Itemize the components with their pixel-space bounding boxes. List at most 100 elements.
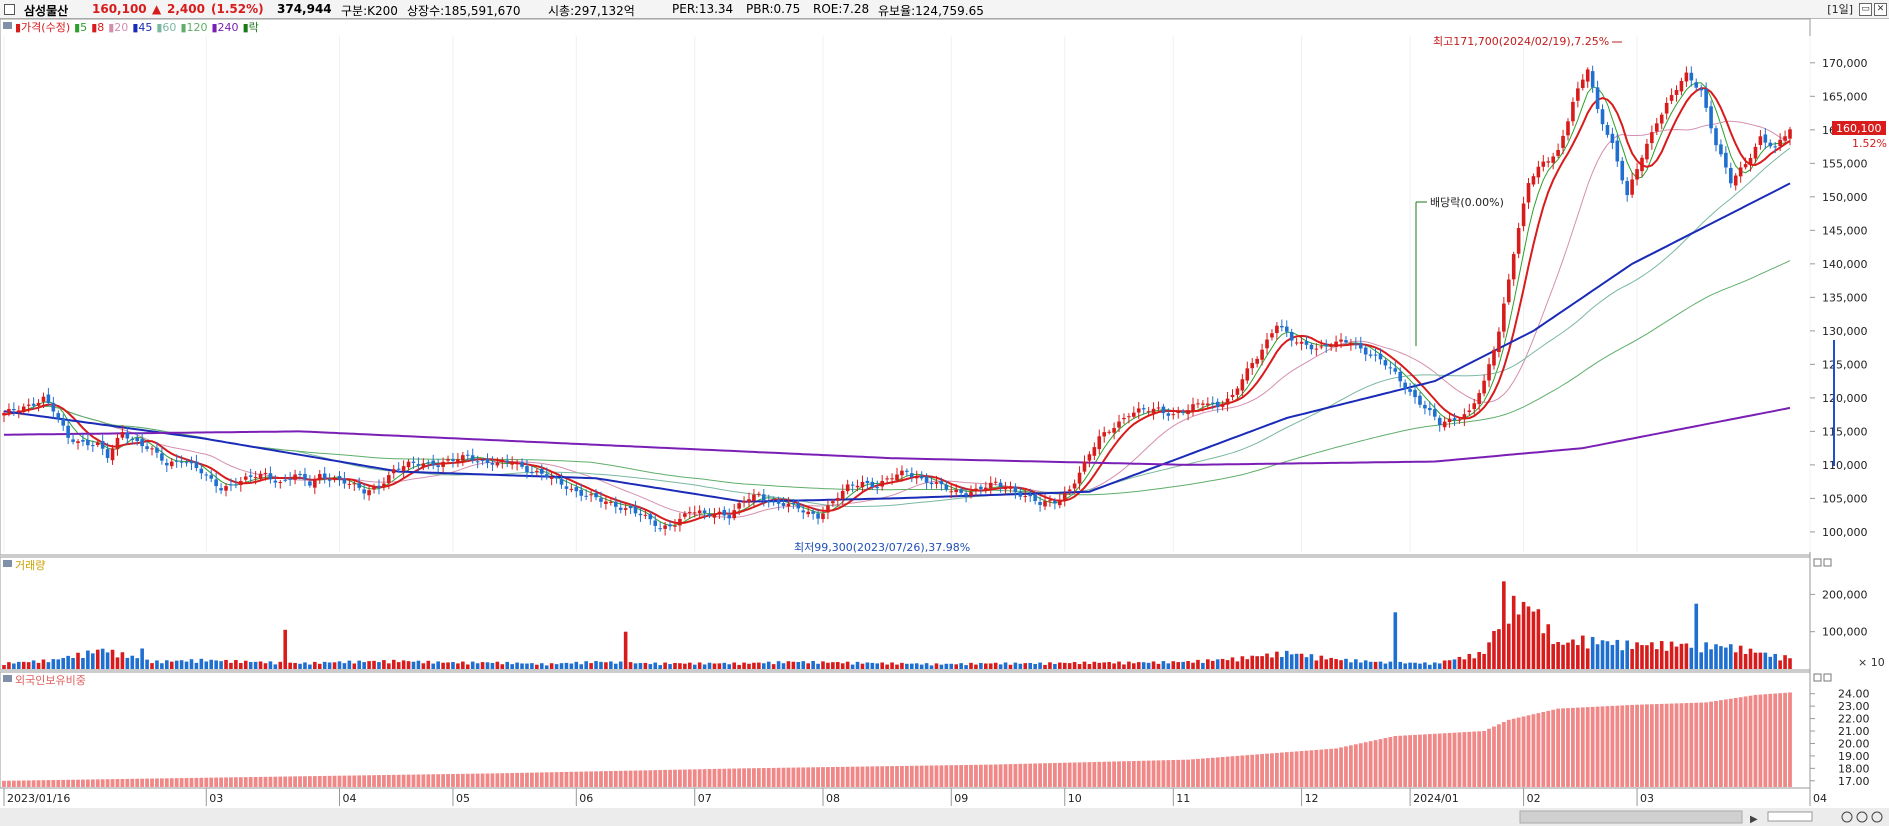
foreign-bar [214,777,219,787]
candle-body [451,459,455,461]
candle-body [1112,428,1116,433]
foreign-tick-label: 20.00 [1838,737,1870,750]
foreign-bar [1561,708,1565,787]
foreign-bar [1220,757,1225,787]
foreign-bar [26,780,31,787]
candle-body [1728,167,1733,184]
panel-max-icon[interactable] [1813,673,1822,682]
period-selector[interactable]: [1일] [1827,3,1853,16]
candle-body [840,490,845,500]
foreign-bar [909,765,914,787]
candle-body [1141,408,1146,410]
candle-body [959,489,963,493]
volume-bar [1013,662,1018,669]
candle-body [248,475,253,477]
volume-bar [1151,661,1156,669]
foreign-bar [1669,703,1674,787]
candle-body [910,473,914,478]
volume-bar [554,664,559,669]
volume-bar [372,660,376,669]
volume-bar [1092,661,1097,669]
candle-body [1630,179,1634,195]
foreign-bar [1674,703,1679,787]
volume-bar [1674,646,1679,669]
scrollbar-thumb[interactable] [1519,810,1743,824]
panel-menu-icon[interactable] [3,22,12,29]
volume-bar [623,631,628,669]
zoom-out-icon[interactable] [1841,811,1853,823]
volume-bar [431,663,436,669]
zoom-reset-icon[interactable] [1856,811,1868,823]
zoom-slider[interactable] [1767,811,1813,822]
zoom-in-icon[interactable] [1871,811,1883,823]
volume-bar [411,661,416,669]
x-tick-label: 12 [1305,792,1319,805]
foreign-bar [140,778,145,787]
candle-body [1156,407,1161,409]
panel-close-icon[interactable] [1823,558,1832,567]
foreign-bar [1575,707,1580,787]
foreign-bar [742,768,746,787]
price-tick-label: 150,000 [1822,191,1868,204]
volume-bar [1161,661,1166,669]
volume-bar [1358,662,1363,669]
volume-bar [673,662,677,669]
candle-body [1546,161,1551,163]
volume-bar [145,659,149,669]
panel-max-icon[interactable] [1813,558,1822,567]
foreign-bar [21,780,26,787]
candle-body [673,525,677,527]
candle-body [1541,161,1546,167]
foreign-bar [337,775,342,787]
volume-bar [1684,643,1689,669]
foreign-bar [1319,749,1324,787]
gridlines [3,36,1811,552]
restore-icon[interactable]: ▭ [1859,2,1872,16]
volume-multiplier: × 10 [1858,656,1885,669]
candle-body [1171,414,1176,416]
foreign-bar [1161,760,1166,787]
volume-bar [535,664,539,669]
price-tick-label: 105,000 [1822,492,1868,505]
volume-bar [638,663,643,669]
volume-bar [1299,653,1304,669]
panel-menu-icon[interactable] [3,560,12,567]
candle-body [51,402,56,412]
foreign-bar [367,775,371,787]
volume-bar [1679,643,1684,669]
volume-bar [416,660,421,669]
price-legend: ▮가격(수정) ▮5 ▮8 ▮20 ▮45 ▮60 ▮120 ▮240 ▮락 [15,21,259,34]
volume-bar [1260,656,1264,669]
foreign-bar [1620,705,1625,787]
volume-bar [1072,662,1077,669]
volume-bar [421,663,426,669]
close-icon[interactable]: ✕ [1874,2,1887,16]
foreign-bar [1240,755,1245,787]
foreign-bar [1580,707,1585,787]
foreign-bar [1008,764,1013,787]
foreign-bar [1783,692,1787,787]
scrollbar-track[interactable] [0,808,1889,826]
volume-bar [165,660,169,669]
foreign-bar [737,768,742,787]
volume-bar [46,662,51,669]
volume-bar [781,663,786,669]
foreign-bar [480,773,485,787]
volume-bar [1457,656,1462,669]
candle-body [411,461,416,463]
panel-close-icon[interactable] [1823,673,1832,682]
volume-bar [1171,661,1176,669]
volume-bar [949,663,954,669]
candle-body [1590,71,1595,88]
select-checkbox[interactable] [4,4,15,15]
panel-menu-icon[interactable] [3,675,12,682]
volume-bar [939,664,944,669]
volume-bar [135,658,140,669]
scroll-right-icon[interactable]: ▶ [1750,814,1758,825]
foreign-bar [678,769,682,787]
candle-body [1645,143,1649,160]
candle-body [618,507,623,510]
foreign-bar [998,764,1003,787]
foreign-bar [500,773,505,787]
